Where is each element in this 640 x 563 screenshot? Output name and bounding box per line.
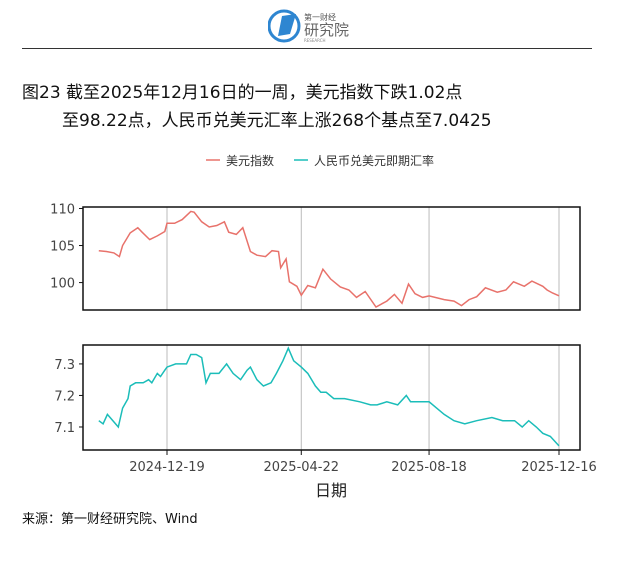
- panel-frame-0: [82, 206, 581, 311]
- panel-frame-1: [82, 344, 581, 451]
- figure-title-line1: 图23 截至2025年12月16日的一周，美元指数下跌1.02点: [22, 83, 463, 103]
- svg-text:第一财经: 第一财经: [304, 12, 336, 22]
- y-tick-label: 7.1: [54, 421, 75, 436]
- y-tick-label: 7.3: [54, 358, 75, 373]
- x-tick-label: 2025-04-22: [263, 460, 339, 475]
- y-tick-label: 105: [50, 240, 75, 255]
- series-line-1: [98, 346, 560, 447]
- x-tick-label: 2024-12-19: [129, 460, 205, 475]
- research-logo: 第一财经 研究院 RESEARCH: [268, 9, 349, 43]
- svg-text:RESEARCH: RESEARCH: [304, 38, 326, 43]
- source-note: 来源：第一财经研究院、Wind: [22, 512, 198, 527]
- series-line-0: [98, 210, 560, 308]
- figure-title-line2: 至98.22点，人民币兑美元汇率上涨268个基点至7.0425: [62, 111, 492, 131]
- x-axis-label: 日期: [315, 481, 347, 500]
- y-tick-label: 110: [50, 202, 75, 217]
- y-tick-label: 100: [50, 277, 75, 292]
- header-divider: [22, 48, 592, 49]
- x-tick-label: 2025-08-18: [391, 460, 467, 475]
- x-tick-label: 2025-12-16: [521, 460, 597, 475]
- y-tick-label: 7.2: [54, 389, 75, 404]
- legend-label-0: 美元指数: [226, 153, 274, 168]
- svg-text:研究院: 研究院: [304, 21, 349, 39]
- legend-label-1: 人民币兑美元即期汇率: [314, 153, 434, 168]
